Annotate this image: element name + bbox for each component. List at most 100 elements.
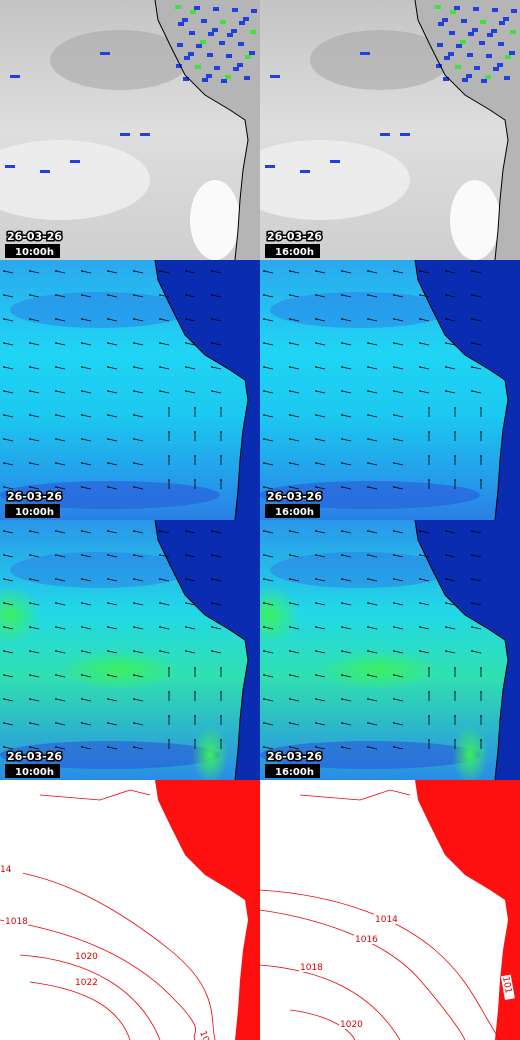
arrow-head: [133, 342, 135, 344]
arrow-head: [445, 294, 447, 296]
wind-arrow: [315, 462, 326, 466]
rain-cell: [194, 6, 200, 10]
arrow-head: [445, 602, 447, 604]
wind-arrow: [393, 674, 404, 678]
wind-arrow: [29, 270, 40, 274]
band: [270, 292, 450, 328]
rain-cell: [219, 41, 225, 45]
rain-cell: [472, 28, 478, 32]
wind-arrow: [341, 674, 352, 678]
arrow-head: [29, 722, 31, 724]
wind-arrow: [263, 530, 274, 534]
wind-arrow: [133, 294, 144, 298]
wind-arrow: [211, 530, 222, 534]
wind-arrow: [393, 270, 404, 274]
wind-arrow: [263, 554, 274, 558]
arrow-head: [367, 390, 369, 392]
arrow-head: [393, 554, 395, 556]
wind-arrow: [81, 462, 92, 466]
arrow-head: [393, 462, 395, 464]
arrow-head: [185, 578, 187, 580]
wind-arrow: [393, 626, 404, 630]
wind-arrow: [393, 722, 404, 726]
rain-cell: [120, 133, 130, 136]
arrow-head: [419, 390, 421, 392]
land: [155, 520, 260, 780]
arrow-head: [81, 698, 83, 700]
wind-arrow: [367, 554, 378, 558]
rain-cell: [505, 55, 511, 59]
rain-cell: [509, 51, 515, 55]
rain-cell: [442, 18, 448, 22]
wind-arrow: [3, 462, 14, 466]
rain-cell: [300, 170, 310, 173]
arrow-head: [315, 530, 317, 532]
arrow-head: [168, 455, 170, 457]
rain-cell: [493, 67, 499, 71]
rain-cell: [467, 53, 473, 57]
wind-arrow: [55, 294, 66, 298]
wind-arrow: [3, 746, 14, 750]
wind-arrow: [315, 554, 326, 558]
wind-arrow: [471, 602, 482, 606]
date-label: 26-03-26: [7, 490, 62, 503]
arrow-head: [263, 462, 265, 464]
arrow-head: [133, 318, 135, 320]
arrow-head: [445, 650, 447, 652]
arrow-head: [480, 715, 482, 717]
wind-arrow: [341, 462, 352, 466]
label-bg: [354, 934, 378, 944]
wind-arrow: [81, 650, 92, 654]
wind-arrow: [3, 342, 14, 346]
arrow-head: [107, 342, 109, 344]
wind-arrow: [29, 674, 40, 678]
wind-arrow: [133, 414, 144, 418]
pressure-panel: 1014 1016 1018 1020 101: [260, 780, 520, 1040]
band: [260, 741, 480, 769]
wind-arrow: [445, 318, 456, 322]
wind-arrow: [211, 650, 222, 654]
arrow-head: [367, 462, 369, 464]
wind-arrow: [133, 318, 144, 322]
rain-cell: [184, 56, 190, 60]
wind-arrow: [3, 674, 14, 678]
rain-cell: [178, 22, 184, 26]
arrow-head: [107, 486, 109, 488]
wind-arrow: [107, 578, 118, 582]
wind-arrow: [367, 462, 378, 466]
arrow-head: [419, 294, 421, 296]
rain-cell: [212, 28, 218, 32]
arrow-head: [3, 462, 5, 464]
wind-arrow: [133, 698, 144, 702]
label-bg: [74, 951, 98, 961]
wind-arrow: [367, 530, 378, 534]
wind-arrow: [185, 650, 196, 654]
arrow-head: [263, 438, 265, 440]
arrow-head: [220, 455, 222, 457]
arrow-head: [220, 715, 222, 717]
wind-arrow: [341, 366, 352, 370]
rain-cell: [245, 55, 251, 59]
band: [270, 552, 450, 588]
arrow-head: [393, 342, 395, 344]
arrow-head: [289, 390, 291, 392]
wind-arrow: [419, 602, 430, 606]
arrow-head: [471, 578, 473, 580]
rain-cell: [238, 42, 244, 46]
wind-arrow: [393, 390, 404, 394]
arrow-head: [315, 554, 317, 556]
time-label: 10:00h: [15, 767, 54, 778]
wind-arrow: [367, 270, 378, 274]
isobar-label: 1022: [75, 978, 98, 988]
wind-arrow: [263, 674, 274, 678]
arrow-head: [393, 746, 395, 748]
wind-arrow: [445, 270, 456, 274]
arrow-head: [315, 650, 317, 652]
wind-arrow: [419, 626, 430, 630]
wind-arrow: [263, 722, 274, 726]
wind-arrow: [29, 342, 40, 346]
arrow-head: [107, 722, 109, 724]
arrow-head: [220, 667, 222, 669]
wind-arrow: [159, 390, 170, 394]
arrow-head: [133, 602, 135, 604]
